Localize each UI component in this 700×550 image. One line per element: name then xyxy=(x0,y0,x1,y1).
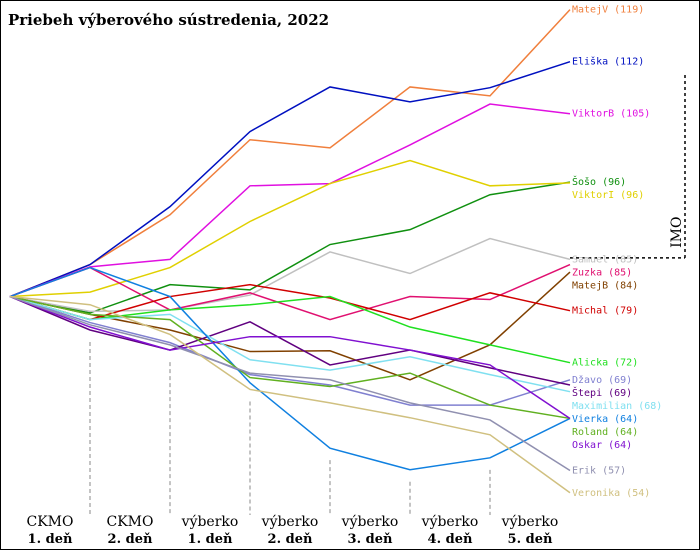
x-tick-label: CKMO xyxy=(107,514,154,530)
series-label: Samuel (85) xyxy=(572,254,638,265)
series-line xyxy=(9,295,571,420)
series-line xyxy=(9,295,571,386)
x-tick-label: 3. deň xyxy=(348,532,393,547)
series-label: Eliška (112) xyxy=(572,56,644,68)
series-label: MatejB (84) xyxy=(572,280,638,291)
x-tick-label: 2. deň xyxy=(268,532,313,547)
x-tick-label: výberko xyxy=(261,513,319,530)
series-label: Zuzka (85) xyxy=(572,267,632,278)
series-line xyxy=(9,266,571,471)
series-label: Džavo (69) xyxy=(572,374,632,386)
series-line xyxy=(9,295,571,494)
series-line xyxy=(9,103,571,298)
x-tick-label: 1. deň xyxy=(188,532,233,547)
series-label: Štepi (69) xyxy=(572,386,632,399)
series-label: ViktorI (96) xyxy=(572,190,644,201)
series-line xyxy=(9,295,571,406)
x-tick-label: 2. deň xyxy=(108,532,153,547)
x-tick-label: výberko xyxy=(421,513,479,530)
series-label: Veronika (54) xyxy=(572,488,650,499)
series-line xyxy=(9,295,571,393)
series-label: Šošo (96) xyxy=(572,175,626,188)
series-label: Alicka (72) xyxy=(572,358,638,369)
x-tick-label: CKMO xyxy=(27,514,74,530)
series-label: Michal (79) xyxy=(572,306,638,317)
series-label: Erik (57) xyxy=(572,465,626,476)
series-label: ViktorB (105) xyxy=(572,109,650,120)
annotation: IMO xyxy=(669,217,685,248)
x-tick-label: výberko xyxy=(501,513,559,530)
series-label: Maximilian (68) xyxy=(572,401,662,412)
chart-title: Priebeh výberového sústredenia, 2022 xyxy=(8,11,329,29)
series-label: Roland (64) xyxy=(572,427,638,438)
series-line xyxy=(9,9,571,298)
series-line xyxy=(9,295,571,420)
series-line xyxy=(9,271,571,381)
series-label: Oskar (64) xyxy=(572,440,632,451)
series-line xyxy=(9,295,571,472)
series-line xyxy=(9,263,571,321)
x-tick-label: výberko xyxy=(341,513,399,530)
series-label: MatejV (119) xyxy=(572,5,644,16)
x-tick-label: 1. deň xyxy=(28,532,73,547)
series-line xyxy=(9,60,571,298)
series-line xyxy=(9,159,571,298)
series-label: Vierka (64) xyxy=(572,414,638,425)
x-tick-label: výberko xyxy=(181,513,239,530)
series-line xyxy=(9,237,571,313)
x-tick-label: 4. deň xyxy=(428,532,473,547)
series-line xyxy=(9,181,571,314)
x-tick-label: 5. deň xyxy=(508,532,553,547)
